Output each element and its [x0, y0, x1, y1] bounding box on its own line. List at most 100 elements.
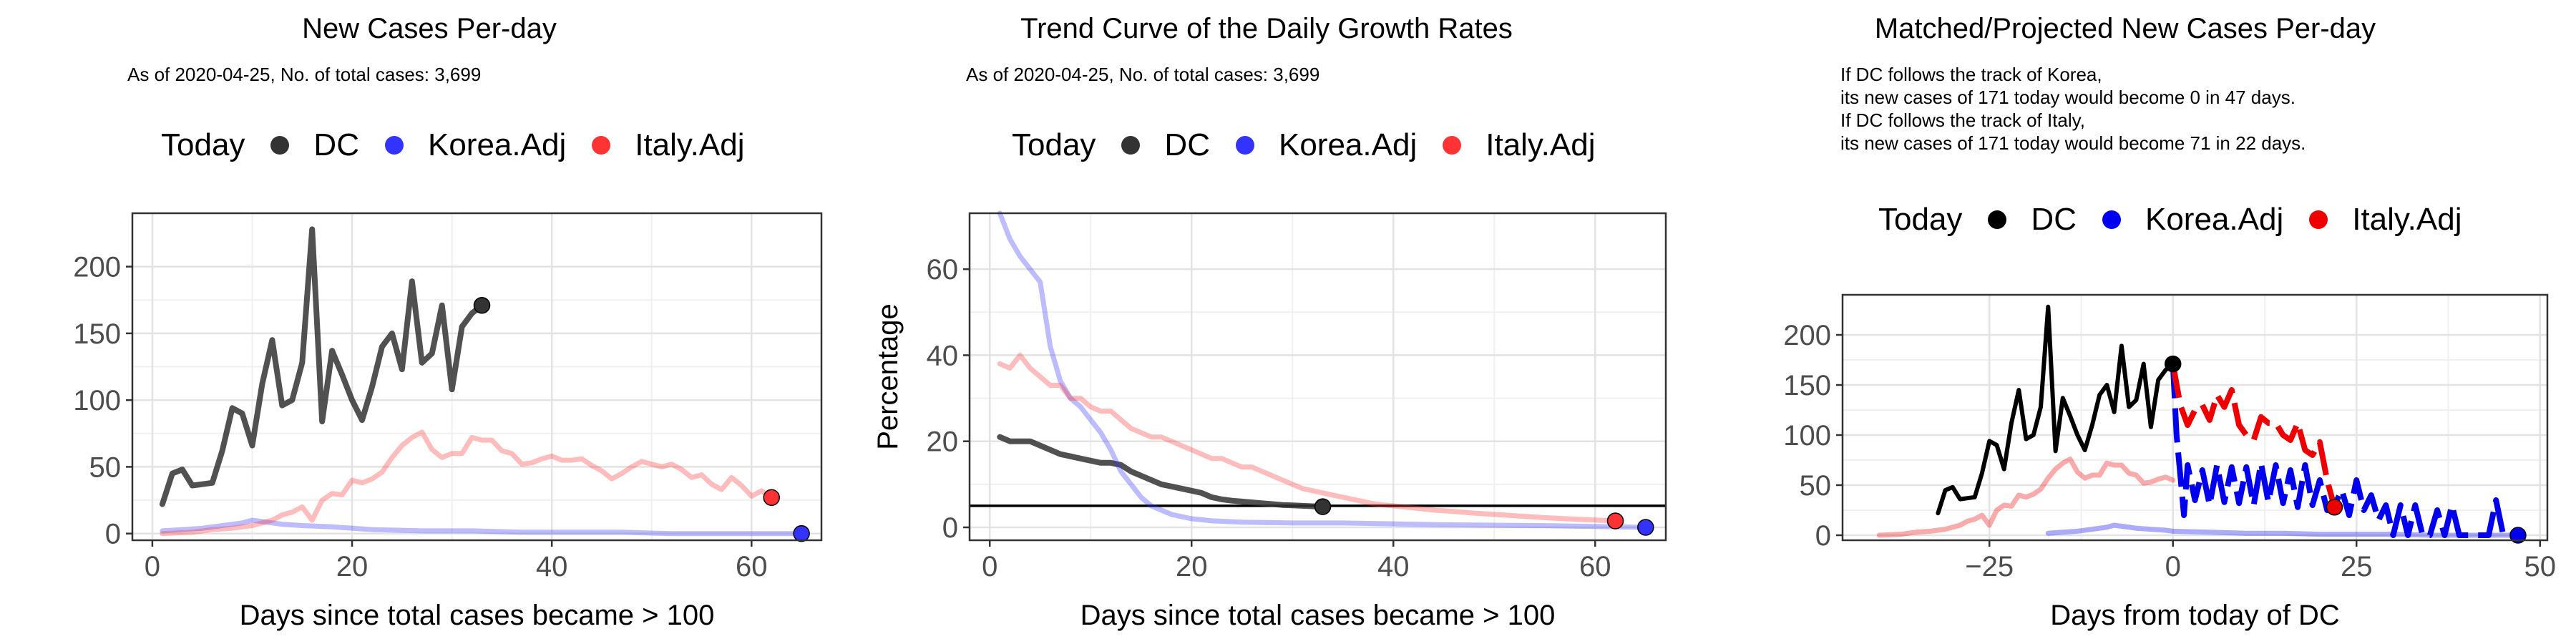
note-line: As of 2020-04-25, No. of total cases: 3,…	[966, 64, 1320, 85]
x-tick-label: 0	[982, 551, 997, 582]
legend-label: Korea.Adj	[1278, 127, 1418, 162]
legend-label: Italy.Adj	[2352, 202, 2462, 237]
chart-plot: −25 0 25 50 0 50 100 150 200 Days from today of D…	[1783, 293, 2556, 631]
y-tick-label: 50	[89, 452, 122, 483]
y-tick-label: 60	[927, 254, 959, 286]
series-line	[2170, 363, 2338, 508]
series-line	[2045, 522, 2521, 538]
legend-dot	[270, 136, 290, 155]
x-tick-label: 50	[2524, 551, 2556, 582]
note-line: its new cases of 171 today would become …	[1840, 87, 2296, 108]
legend-item-dc: DC	[1988, 202, 2077, 238]
panel-new-cases: New Cases Per-day As of 2020-04-25, No. …	[0, 0, 859, 644]
x-tick-label: 0	[145, 551, 160, 582]
legend-item-italy: Italy.Adj	[2309, 202, 2462, 238]
chart-title: Matched/Projected New Cases Per-day	[1874, 13, 2376, 44]
series-line	[2170, 364, 2518, 538]
today-point	[1314, 498, 1332, 515]
note-line: If DC follows the track of Italy,	[1840, 109, 2085, 131]
y-tick-label: 200	[1783, 320, 1831, 351]
legend-item-korea: Korea.Adj	[1235, 127, 1418, 163]
chart-note: As of 2020-04-25, No. of total cases: 3,…	[127, 63, 481, 86]
legend-dot	[592, 136, 611, 155]
plot-border	[131, 212, 823, 542]
x-tick-label: 25	[2341, 551, 2373, 582]
legend-dot	[2309, 210, 2328, 229]
y-axis-label: Percentage	[872, 303, 904, 450]
legend-label: Korea.Adj	[427, 127, 567, 162]
series-line	[997, 352, 1618, 524]
y-tick-label: 150	[73, 318, 121, 350]
chart-title: Trend Curve of the Daily Growth Rates	[1020, 13, 1513, 44]
series-line	[1936, 304, 2175, 516]
legend-dot	[1988, 210, 2007, 229]
x-tick-label: 20	[336, 551, 369, 582]
y-tick-label: 200	[73, 252, 121, 283]
legend-dot	[1235, 136, 1254, 155]
legend-dot	[384, 136, 404, 155]
today-point	[2509, 527, 2527, 544]
legend-item-italy: Italy.Adj	[1443, 127, 1595, 163]
today-point	[2326, 499, 2343, 516]
today-point	[1637, 519, 1654, 536]
x-axis-label: Days since total cases became > 100	[240, 600, 715, 631]
x-tick-label: 0	[2165, 551, 2181, 582]
y-tick-label: 0	[105, 519, 121, 550]
legend-dot	[1121, 136, 1141, 155]
plot-border	[968, 212, 1667, 542]
x-tick-label: 60	[1579, 551, 1611, 582]
chart-plot: 0 20 40 60 0 20 40 60 Days since total cases bec…	[872, 210, 1667, 631]
x-tick-label: 20	[1176, 551, 1208, 582]
y-tick-label: 40	[927, 340, 959, 371]
today-point	[473, 296, 491, 314]
legend-title: Today	[161, 127, 245, 162]
chart-title: New Cases Per-day	[302, 13, 557, 44]
legend-item-dc: DC	[270, 127, 359, 163]
y-tick-label: 100	[73, 385, 121, 416]
legend-item-italy: Italy.Adj	[592, 127, 744, 163]
plot-border	[1841, 293, 2549, 542]
today-point	[2164, 355, 2182, 373]
series-line	[997, 434, 1326, 510]
legend-dot	[1443, 136, 1462, 155]
series-line	[160, 429, 774, 537]
legend-label: Korea.Adj	[2145, 202, 2284, 237]
series-line	[1876, 457, 2176, 538]
legend: Today DC Korea.Adj Italy.Adj	[161, 127, 770, 163]
note-line: As of 2020-04-25, No. of total cases: 3,…	[127, 64, 482, 85]
x-axis-label: Days from today of DC	[2050, 600, 2340, 631]
legend-label: DC	[313, 127, 359, 162]
series-line	[159, 226, 485, 507]
legend-item-dc: DC	[1121, 127, 1210, 163]
note-line: If DC follows the track of Korea,	[1840, 64, 2102, 85]
series-line	[997, 210, 1649, 530]
note-line: its new cases of 171 today would become …	[1840, 132, 2306, 154]
today-point	[763, 489, 780, 507]
legend: Today DC Korea.Adj Italy.Adj	[1012, 127, 1621, 163]
y-tick-label: 50	[1800, 470, 1832, 502]
legend-dot	[2102, 210, 2121, 229]
y-tick-label: 0	[1815, 520, 1831, 552]
legend-item-korea: Korea.Adj	[384, 127, 567, 163]
x-tick-label: 40	[536, 551, 568, 582]
legend-item-korea: Korea.Adj	[2102, 202, 2283, 238]
legend-title: Today	[1878, 202, 1963, 237]
legend-label: DC	[1164, 127, 1210, 162]
x-tick-label: 60	[736, 551, 768, 582]
x-tick-label: 40	[1377, 551, 1410, 582]
legend: Today DC Korea.Adj Italy.Adj	[1878, 202, 2487, 238]
x-tick-label: −25	[1965, 551, 2014, 582]
legend-label: Italy.Adj	[1485, 127, 1596, 162]
today-point	[1606, 512, 1624, 530]
legend-title: Today	[1012, 127, 1096, 162]
y-tick-label: 0	[942, 512, 958, 544]
today-point	[793, 525, 810, 542]
y-tick-label: 150	[1783, 370, 1831, 401]
chart-note: If DC follows the track of Korea, its ne…	[1840, 63, 2306, 155]
y-tick-label: 20	[927, 426, 959, 458]
panel-growth-rates: Trend Curve of the Daily Growth Rates As…	[859, 0, 1717, 644]
y-tick-label: 100	[1783, 420, 1831, 452]
x-axis-label: Days since total cases became > 100	[1080, 600, 1556, 631]
chart-plot: 0 20 40 60 0 50 100 150 200 Days since total case…	[73, 212, 823, 631]
series-line	[160, 517, 804, 537]
